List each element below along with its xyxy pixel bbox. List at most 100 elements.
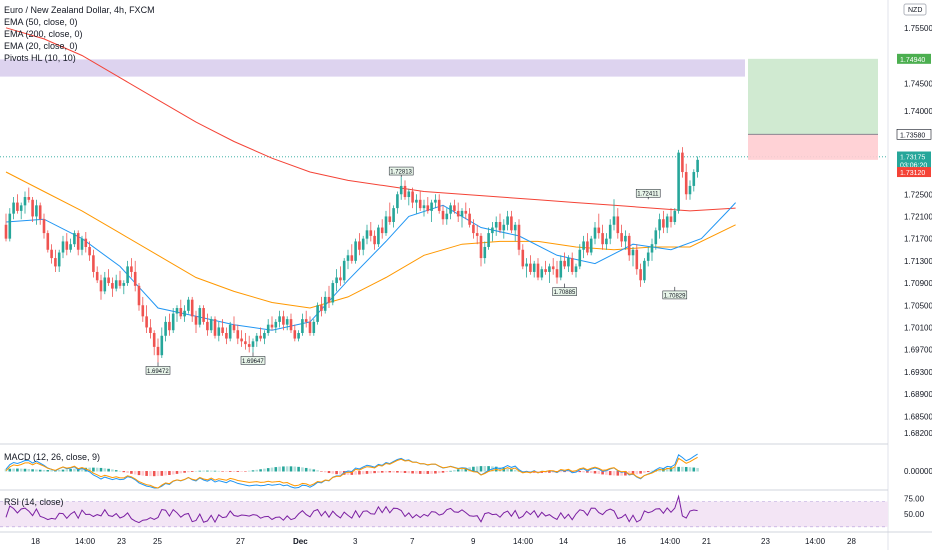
candle-body — [502, 224, 506, 231]
macd-histogram-bar — [441, 471, 445, 473]
price-label-entry — [896, 129, 932, 140]
candle-body — [510, 216, 513, 231]
candle-body — [114, 280, 118, 289]
candle-body — [92, 255, 95, 272]
legend-pivots[interactable]: Pivots HL (10, 10) — [4, 53, 76, 63]
currency-label: NZD — [908, 7, 922, 14]
candle-body — [407, 191, 411, 198]
macd-histogram-bar — [251, 470, 255, 472]
macd-histogram-bar — [323, 471, 327, 473]
macd-histogram-bar — [437, 471, 441, 474]
macd-histogram-bar — [50, 470, 53, 472]
time-tick: 28 — [847, 537, 856, 546]
legend-ema20[interactable]: EMA (20, close, 0) — [4, 41, 78, 51]
candle-body — [582, 241, 585, 250]
candle-body — [46, 233, 50, 250]
candle-body — [346, 255, 350, 261]
candle-body — [529, 263, 532, 272]
supply-zone — [0, 59, 745, 77]
rsi-title[interactable]: RSI (14, close) — [4, 497, 64, 507]
pivot-label-box — [662, 290, 688, 300]
macd-histogram-bar — [339, 471, 342, 475]
pivot-label-box — [145, 366, 171, 375]
macd-histogram-bar — [361, 471, 365, 475]
candle-body — [434, 199, 437, 203]
candle-body — [597, 227, 601, 234]
candle-body — [544, 269, 547, 272]
macd-histogram-bar — [88, 467, 91, 472]
candle-body — [339, 277, 342, 281]
macd-histogram-bar — [126, 471, 129, 473]
candle-body — [19, 205, 23, 211]
macd-title[interactable]: MACD (12, 26, close, 9) — [4, 452, 101, 462]
pivot-label: 1.69472 — [147, 369, 169, 375]
macd-histogram-bar — [510, 469, 513, 472]
macd-histogram-bar — [643, 471, 646, 473]
macd-histogram-bar — [133, 471, 137, 475]
candle-body — [160, 335, 164, 356]
candle-body — [441, 210, 445, 220]
candle-body — [149, 327, 152, 333]
pivot-label-box — [388, 166, 414, 176]
macd-histogram-bar — [665, 467, 669, 472]
macd-histogram-bar — [677, 466, 680, 472]
price-tick: 1.72100 — [904, 212, 932, 221]
candle-body — [358, 241, 361, 250]
time-tick: 7 — [410, 537, 415, 546]
candle-body — [479, 235, 483, 259]
price-tick: 1.68200 — [904, 429, 932, 438]
candle-body — [285, 319, 289, 325]
candle-body — [270, 324, 274, 328]
candle-body — [532, 263, 536, 272]
candle-body — [517, 224, 521, 250]
macd-histogram-bar — [42, 469, 46, 472]
macd-histogram-bar — [301, 467, 304, 472]
macd-histogram-bar — [285, 466, 289, 472]
price-label-current — [897, 151, 931, 162]
price-label-text: 1.74940 — [900, 57, 925, 64]
candle-body — [411, 191, 414, 203]
candle-body — [232, 324, 236, 331]
legend-ema50[interactable]: EMA (50, close, 0) — [4, 17, 78, 27]
candle-body — [593, 227, 597, 239]
candle-body — [335, 277, 338, 284]
macd-histogram-bar — [548, 471, 551, 473]
candle-body — [316, 305, 319, 322]
ema50-line — [5, 171, 736, 309]
candle-body — [12, 202, 15, 214]
candle-body — [190, 299, 194, 317]
candle-body — [430, 202, 433, 211]
currency-box — [903, 3, 927, 16]
candle-body — [639, 269, 642, 281]
price-label-text: 1.73120 — [900, 170, 925, 177]
candle-body — [244, 341, 247, 345]
price-tick: 1.68900 — [904, 390, 932, 399]
candle-body — [297, 333, 300, 339]
candle-body — [555, 269, 559, 278]
candle-body — [266, 324, 270, 333]
candle-body — [418, 199, 422, 209]
macd-histogram-bar — [692, 467, 696, 472]
ema200-line — [5, 27, 736, 212]
candle-body — [198, 308, 202, 325]
candle-body — [437, 199, 441, 211]
candle-body — [662, 219, 665, 228]
candle-body — [677, 152, 680, 211]
macd-histogram-bar — [187, 471, 190, 473]
candle-body — [494, 222, 498, 228]
legend-ema200[interactable]: EMA (200, close, 0) — [4, 29, 83, 39]
macd-histogram-bar — [396, 471, 399, 473]
price-tick: 1.74000 — [904, 107, 932, 116]
macd-histogram-bar — [453, 470, 456, 472]
candle-body — [354, 241, 357, 261]
candle-body — [574, 266, 578, 272]
price-tick: 1.72500 — [904, 190, 932, 199]
macd-histogram-bar — [114, 470, 118, 472]
macd-histogram-bar — [597, 471, 601, 474]
rsi-line — [5, 494, 698, 524]
candle-body — [57, 252, 61, 267]
candle-body — [99, 280, 103, 292]
candle-body — [225, 333, 228, 339]
candle-body — [133, 271, 137, 286]
